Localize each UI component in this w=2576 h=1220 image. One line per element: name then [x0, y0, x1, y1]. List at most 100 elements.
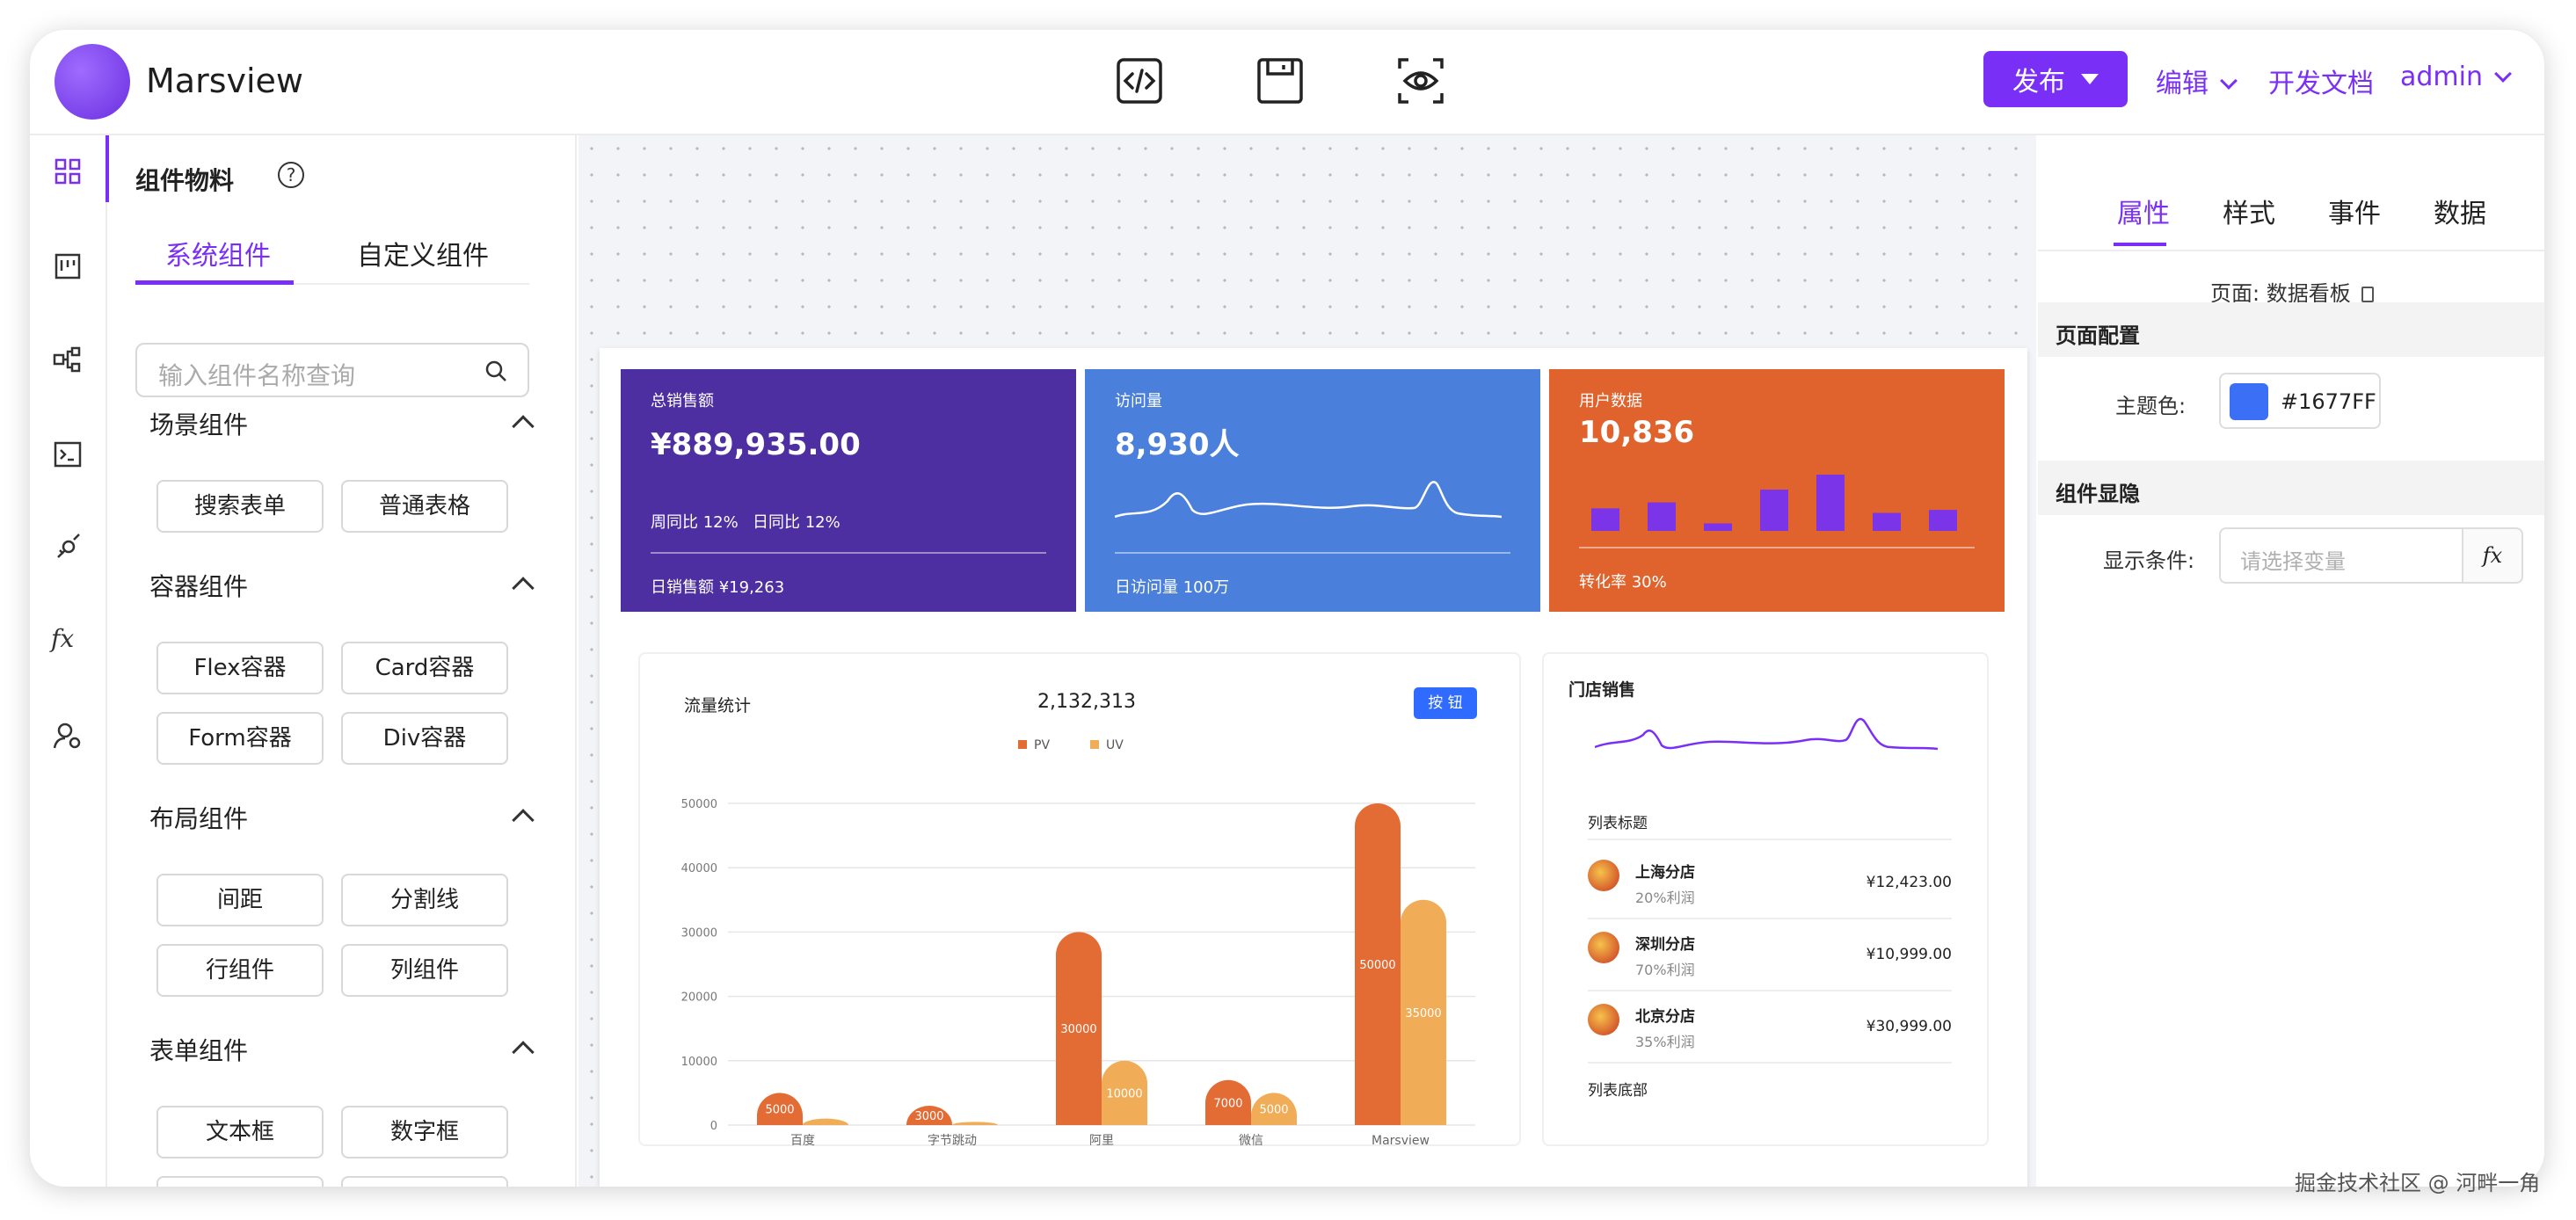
terminal-icon[interactable]	[51, 438, 84, 471]
visits-sparkline	[1115, 481, 1502, 519]
y-tick-label: 20000	[681, 991, 717, 1005]
theme-label: 主题色:	[2115, 394, 2187, 418]
group-scene[interactable]: 场景组件	[149, 410, 249, 439]
legend-label: UV	[1106, 738, 1124, 752]
help-icon[interactable]: ?	[278, 162, 304, 188]
edit-menu[interactable]: 编辑	[2156, 62, 2238, 100]
tab-style[interactable]: 样式	[2223, 199, 2275, 229]
avatar	[1588, 1004, 1619, 1035]
card-label: 用户数据	[1579, 392, 1642, 410]
card-stat: 周同比 12%	[651, 513, 739, 532]
component-item[interactable]: 行组件	[156, 944, 324, 997]
chevron-up-icon[interactable]	[512, 809, 535, 831]
card-value: 10,836	[1579, 415, 1695, 450]
tree-icon[interactable]	[51, 343, 84, 376]
x-tick-label: 百度	[790, 1134, 815, 1146]
component-item[interactable]: Form容器	[156, 712, 324, 765]
bar-data-label: 35000	[1405, 1007, 1441, 1020]
chevron-up-icon[interactable]	[512, 577, 535, 599]
list-item[interactable]: 深圳分店 70%利润 ¥10,999.00	[1588, 921, 1952, 991]
component-item[interactable]: 列组件	[341, 944, 508, 997]
tab-system[interactable]: 系统组件	[165, 241, 271, 272]
tab-events[interactable]: 事件	[2328, 199, 2381, 229]
tab-divider	[2038, 250, 2544, 251]
user-bar	[1648, 502, 1676, 531]
card-label: 访问量	[1115, 392, 1162, 410]
app-name: Marsview	[146, 62, 303, 100]
user-settings-icon[interactable]	[51, 719, 84, 752]
docs-link[interactable]: 开发文档	[2268, 69, 2374, 99]
stat-card-visits[interactable]: 访问量 8,930人 日访问量 100万	[1085, 369, 1540, 612]
component-item[interactable]: 分割线	[341, 874, 508, 926]
condition-select[interactable]: 请选择变量	[2219, 527, 2463, 584]
components-icon[interactable]	[51, 155, 84, 188]
list-item[interactable]: 北京分店 35%利润 ¥30,999.00	[1588, 993, 1952, 1064]
component-item[interactable]: 普通表格	[341, 480, 508, 533]
component-item[interactable]	[341, 1176, 508, 1187]
chevron-up-icon[interactable]	[512, 1041, 535, 1064]
card-divider	[1115, 552, 1510, 554]
tab-active-indicator	[135, 280, 294, 285]
bar-data-label: 5000	[1259, 1104, 1288, 1117]
board-icon[interactable]	[51, 250, 84, 283]
y-tick-label: 30000	[681, 926, 717, 940]
group-form[interactable]: 表单组件	[149, 1036, 249, 1065]
store-name: 上海分店	[1635, 864, 1695, 882]
search-input[interactable]: 输入组件名称查询	[135, 343, 529, 397]
component-panel: 组件物料 ? 系统组件 自定义组件 输入组件名称查询 场景组件 搜索表单 普通表…	[109, 135, 577, 1187]
component-item[interactable]: 间距	[156, 874, 324, 926]
theme-color-picker[interactable]: #1677FF	[2219, 373, 2381, 429]
component-item[interactable]: Card容器	[341, 642, 508, 694]
condition-label: 显示条件:	[2103, 548, 2195, 573]
caret-down-icon	[2081, 74, 2099, 84]
component-item[interactable]: 搜索表单	[156, 480, 324, 533]
stat-card-users[interactable]: 用户数据 10,836 转化率 30%	[1549, 369, 2005, 612]
api-icon[interactable]	[51, 531, 84, 564]
component-item[interactable]: Flex容器	[156, 642, 324, 694]
user-label: admin	[2400, 62, 2483, 92]
group-layout[interactable]: 布局组件	[149, 804, 249, 833]
avatar	[1588, 860, 1619, 891]
group-container[interactable]: 容器组件	[149, 572, 249, 601]
panel-title: 组件物料	[135, 166, 235, 195]
user-menu[interactable]: admin	[2400, 62, 2512, 92]
component-item[interactable]: 文本框	[156, 1106, 324, 1158]
x-tick-label: Marsview	[1372, 1134, 1430, 1146]
card-stat: 日同比 12%	[753, 513, 840, 532]
component-item[interactable]	[156, 1176, 324, 1187]
bar-pv	[906, 1106, 952, 1125]
list-item[interactable]: 上海分店 20%利润 ¥12,423.00	[1588, 849, 1952, 919]
chart-button[interactable]: 按 钮	[1414, 687, 1477, 719]
store-name: 深圳分店	[1635, 936, 1695, 954]
component-item[interactable]: 数字框	[341, 1106, 508, 1158]
design-canvas[interactable]: 总销售额 ¥889,935.00 周同比 12% 日同比 12% 日销售额 ¥1…	[579, 135, 2036, 1187]
tab-custom[interactable]: 自定义组件	[357, 241, 489, 272]
publish-label: 发布	[2012, 67, 2065, 98]
publish-button[interactable]: 发布	[1983, 51, 2128, 107]
x-tick-label: 字节跳动	[928, 1134, 977, 1146]
card-footer: 日访问量 100万	[1115, 578, 1230, 597]
fx-button[interactable]: fx	[2462, 527, 2523, 584]
card-footer: 转化率 30%	[1579, 573, 1667, 592]
theme-value: #1677FF	[2281, 389, 2376, 414]
code-icon[interactable]	[1113, 54, 1166, 107]
stat-card-sales[interactable]: 总销售额 ¥889,935.00 周同比 12% 日同比 12% 日销售额 ¥1…	[621, 369, 1076, 612]
preview-icon[interactable]	[1394, 54, 1447, 107]
x-tick-label: 阿里	[1089, 1134, 1114, 1146]
page-preview[interactable]: 总销售额 ¥889,935.00 周同比 12% 日同比 12% 日销售额 ¥1…	[600, 348, 2027, 1187]
user-bar	[1816, 475, 1845, 531]
tab-props[interactable]: 属性	[2117, 199, 2170, 229]
traffic-bar-chart: PV UV 0 10000 20000 30000 40000 50000 5000 百度 3000…	[681, 738, 1475, 1146]
chevron-down-icon	[2494, 65, 2512, 83]
component-item[interactable]: Div容器	[341, 712, 508, 765]
tab-data[interactable]: 数据	[2434, 199, 2486, 229]
save-icon[interactable]	[1254, 54, 1306, 107]
store-sub: 35%利润	[1635, 1034, 1695, 1050]
list-divider	[1588, 1062, 1952, 1064]
copy-icon[interactable]	[2361, 287, 2374, 302]
store-amount: ¥30,999.00	[1866, 1018, 1952, 1035]
chevron-down-icon	[2220, 72, 2238, 90]
top-header: Marsview 发布 编辑 开发文档 admin	[30, 30, 2544, 135]
fx-icon[interactable]: fx	[51, 624, 75, 653]
chevron-up-icon[interactable]	[512, 415, 535, 438]
